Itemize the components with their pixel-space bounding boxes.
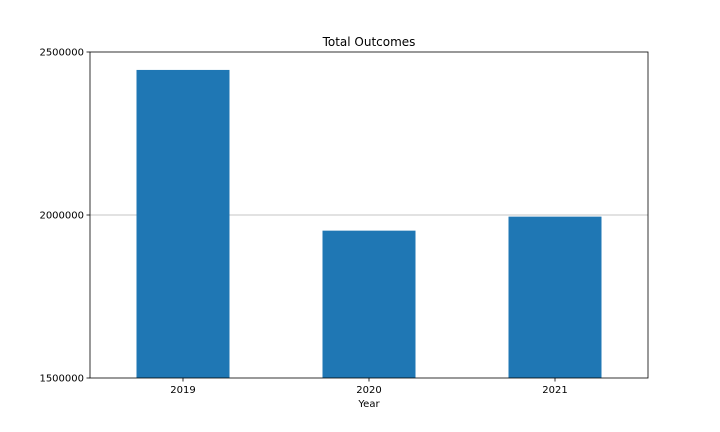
x-axis-label: Year [357, 399, 380, 410]
x-tick-label: 2021 [542, 385, 567, 396]
x-axis: 2019 2020 2021 [170, 378, 568, 396]
bar [322, 230, 416, 378]
x-tick-label: 2019 [170, 385, 195, 396]
bar [508, 216, 602, 378]
y-tick-label: 1500000 [39, 374, 84, 385]
y-tick-label: 2000000 [39, 211, 84, 222]
bar [136, 69, 230, 379]
bars [136, 69, 602, 379]
x-tick-label: 2020 [356, 385, 381, 396]
chart-title: Total Outcomes [322, 35, 416, 49]
y-axis: 1500000 2000000 2500000 [39, 48, 90, 385]
y-tick-label: 2500000 [39, 48, 84, 59]
